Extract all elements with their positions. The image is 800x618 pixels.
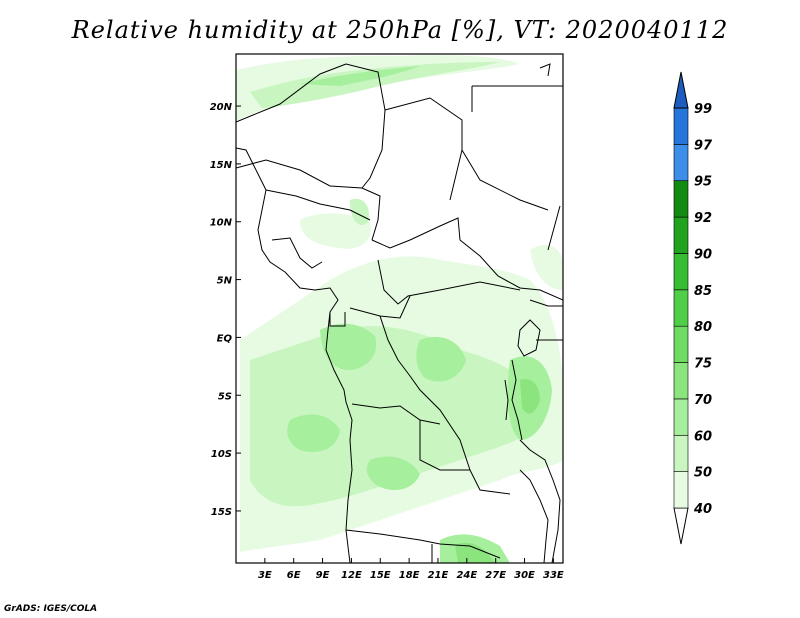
plot-frame — [235, 53, 564, 564]
colorbar-level-label: 50 — [694, 466, 712, 481]
colorbar-level-label: 92 — [694, 211, 712, 226]
colorbar-segment — [673, 107, 689, 145]
country-borders — [236, 63, 563, 563]
colorbar-segment — [673, 362, 689, 400]
lat-label: 20N — [210, 102, 233, 113]
lon-label: 3E — [258, 570, 272, 581]
lat-label: EQ — [217, 333, 233, 344]
lat-label: 15N — [210, 160, 233, 171]
colorbar-max-arrow — [673, 71, 689, 109]
lon-label: 12E — [341, 570, 362, 581]
colorbar-segment — [673, 325, 689, 363]
colorbar-level-label: 90 — [694, 247, 712, 262]
colorbar-level-label: 75 — [694, 357, 712, 372]
lon-label: 30E — [514, 570, 535, 581]
humidity-field — [236, 55, 563, 563]
lat-label: 10S — [211, 449, 232, 460]
lat-label: 5N — [217, 276, 233, 287]
colorbar-level-label: 99 — [694, 102, 712, 117]
colorbar-segment — [673, 144, 689, 182]
colorbar-level-label: 70 — [694, 393, 712, 408]
colorbar-segment — [673, 471, 689, 509]
lat-label: 15S — [211, 507, 232, 518]
colorbar-level-label: 95 — [694, 175, 712, 190]
colorbar-level-label: 85 — [694, 284, 712, 299]
colorbar-level-label: 80 — [694, 320, 712, 335]
lon-label: 21E — [428, 570, 449, 581]
colorbar-segment — [673, 180, 689, 218]
colorbar-level-label: 60 — [694, 429, 712, 444]
lon-label: 6E — [287, 570, 301, 581]
colorbar: 40 50 60 70 75 80 85 90 92 95 97 99 — [673, 71, 713, 545]
colorbar-segment — [673, 216, 689, 254]
colorbar-level-label: 40 — [693, 502, 712, 517]
map-title: Relative humidity at 250hPa [%], VT: 202… — [71, 16, 729, 44]
lon-label: 18E — [399, 570, 420, 581]
lon-label: 9E — [316, 570, 330, 581]
lon-label: 15E — [370, 570, 391, 581]
lat-label: 5S — [218, 391, 232, 402]
lon-label: 27E — [485, 570, 506, 581]
grads-credit: GrADS: IGES/COLA — [4, 604, 98, 614]
colorbar-segment — [673, 398, 689, 436]
colorbar-segment — [673, 253, 689, 291]
lat-label: 10N — [210, 218, 233, 229]
lon-label: 24E — [456, 570, 477, 581]
lon-label: 33E — [543, 570, 564, 581]
colorbar-segment — [673, 434, 689, 472]
latitude-axis: 20N 15N 10N 5N EQ 5S 10S 15S — [210, 102, 241, 518]
colorbar-segment — [673, 289, 689, 327]
colorbar-min-arrow — [673, 507, 689, 545]
colorbar-level-label: 97 — [694, 138, 713, 153]
longitude-axis: 3E 6E 9E 12E 15E 18E 21E 24E 27E 30E 33E — [258, 558, 564, 581]
